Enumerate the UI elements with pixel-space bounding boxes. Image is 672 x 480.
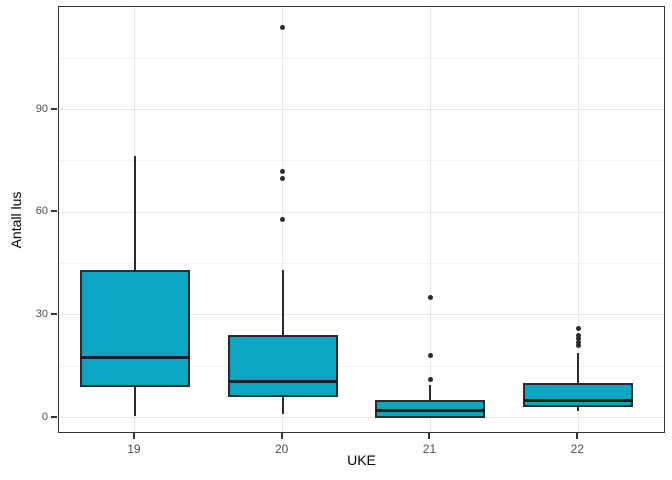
gridline-vertical xyxy=(429,7,431,432)
whisker-upper xyxy=(577,352,580,384)
x-tick-mark xyxy=(576,433,579,439)
x-tick-mark xyxy=(428,433,431,439)
y-tick-label: 30 xyxy=(35,307,48,320)
y-tick-label: 0 xyxy=(41,410,48,423)
outlier-point xyxy=(427,295,433,301)
gridline-vertical xyxy=(577,7,579,432)
gridline-major xyxy=(59,109,664,111)
whisker-upper xyxy=(133,155,136,271)
x-tick-mark xyxy=(280,433,283,439)
outlier-point xyxy=(280,216,286,222)
outlier-point xyxy=(280,25,286,31)
whisker-lower xyxy=(577,407,580,411)
median-line xyxy=(523,398,634,402)
whisker-upper xyxy=(281,270,284,336)
outlier-point xyxy=(427,377,433,383)
gridline-minor xyxy=(59,263,664,265)
gridline-minor xyxy=(59,160,664,162)
y-axis-title: Antall lus xyxy=(8,191,24,249)
whisker-lower xyxy=(281,397,284,415)
x-tick-label: 19 xyxy=(127,442,141,456)
whisker-upper xyxy=(429,385,432,401)
outlier-point xyxy=(280,175,286,181)
gridline-minor xyxy=(59,365,664,367)
y-tick-mark xyxy=(51,415,57,418)
gridline-major xyxy=(59,211,664,213)
boxplot-box xyxy=(227,335,338,398)
outlier-point xyxy=(427,353,433,359)
y-tick-label: 90 xyxy=(35,102,48,115)
x-tick-mark xyxy=(132,433,135,439)
plot-panel xyxy=(58,6,665,433)
x-tick-label: 21 xyxy=(422,442,437,456)
outlier-point xyxy=(575,336,581,342)
outlier-point xyxy=(575,332,581,338)
boxplot-box xyxy=(523,383,634,408)
x-tick-label: 20 xyxy=(274,442,289,456)
outlier-point xyxy=(280,168,286,174)
y-tick-mark xyxy=(51,107,57,110)
outlier-point xyxy=(575,326,581,332)
x-tick-label: 22 xyxy=(570,442,584,456)
boxplot-box xyxy=(375,400,486,418)
x-axis-title: UKE xyxy=(347,452,376,468)
outlier-point xyxy=(575,343,581,349)
median-line xyxy=(79,356,190,360)
y-tick-label: 60 xyxy=(35,205,48,218)
gridline-major xyxy=(59,314,664,316)
gridline-major xyxy=(59,417,664,419)
gridline-minor xyxy=(59,57,664,59)
whisker-lower xyxy=(133,386,136,416)
median-line xyxy=(375,409,486,413)
median-line xyxy=(227,380,338,384)
boxplot-box xyxy=(79,270,190,387)
outlier-point xyxy=(575,339,581,345)
y-tick-mark xyxy=(51,312,57,315)
y-tick-mark xyxy=(51,210,57,213)
